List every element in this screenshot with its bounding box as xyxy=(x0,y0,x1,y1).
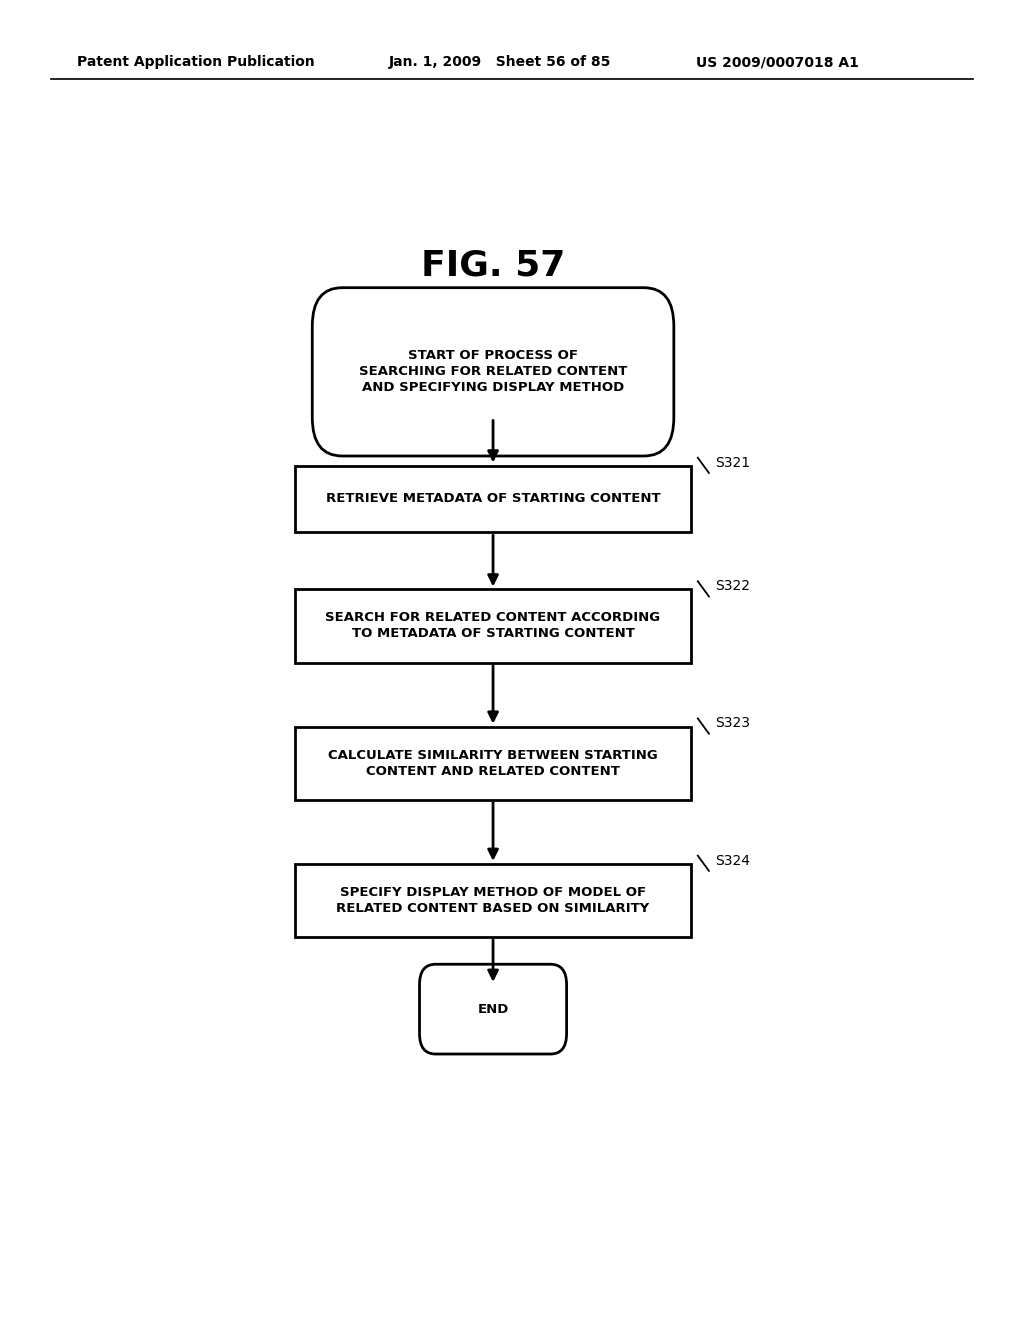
Text: RETRIEVE METADATA OF STARTING CONTENT: RETRIEVE METADATA OF STARTING CONTENT xyxy=(326,492,660,506)
Text: START OF PROCESS OF
SEARCHING FOR RELATED CONTENT
AND SPECIFYING DISPLAY METHOD: START OF PROCESS OF SEARCHING FOR RELATE… xyxy=(358,350,628,395)
Text: FIG. 57: FIG. 57 xyxy=(421,248,565,282)
Text: Jan. 1, 2009   Sheet 56 of 85: Jan. 1, 2009 Sheet 56 of 85 xyxy=(389,55,611,70)
Text: CALCULATE SIMILARITY BETWEEN STARTING
CONTENT AND RELATED CONTENT: CALCULATE SIMILARITY BETWEEN STARTING CO… xyxy=(328,748,658,777)
Text: S321: S321 xyxy=(715,455,751,470)
Text: S323: S323 xyxy=(715,717,751,730)
FancyBboxPatch shape xyxy=(420,964,566,1053)
FancyBboxPatch shape xyxy=(312,288,674,455)
Bar xyxy=(295,466,691,532)
Bar xyxy=(295,863,691,937)
Text: S322: S322 xyxy=(715,579,751,593)
Bar xyxy=(295,589,691,663)
Bar xyxy=(295,726,691,800)
Text: Patent Application Publication: Patent Application Publication xyxy=(77,55,314,70)
Text: SPECIFY DISPLAY METHOD OF MODEL OF
RELATED CONTENT BASED ON SIMILARITY: SPECIFY DISPLAY METHOD OF MODEL OF RELAT… xyxy=(337,886,649,915)
Text: S324: S324 xyxy=(715,854,751,867)
Text: END: END xyxy=(477,1003,509,1015)
Text: SEARCH FOR RELATED CONTENT ACCORDING
TO METADATA OF STARTING CONTENT: SEARCH FOR RELATED CONTENT ACCORDING TO … xyxy=(326,611,660,640)
Text: US 2009/0007018 A1: US 2009/0007018 A1 xyxy=(696,55,859,70)
